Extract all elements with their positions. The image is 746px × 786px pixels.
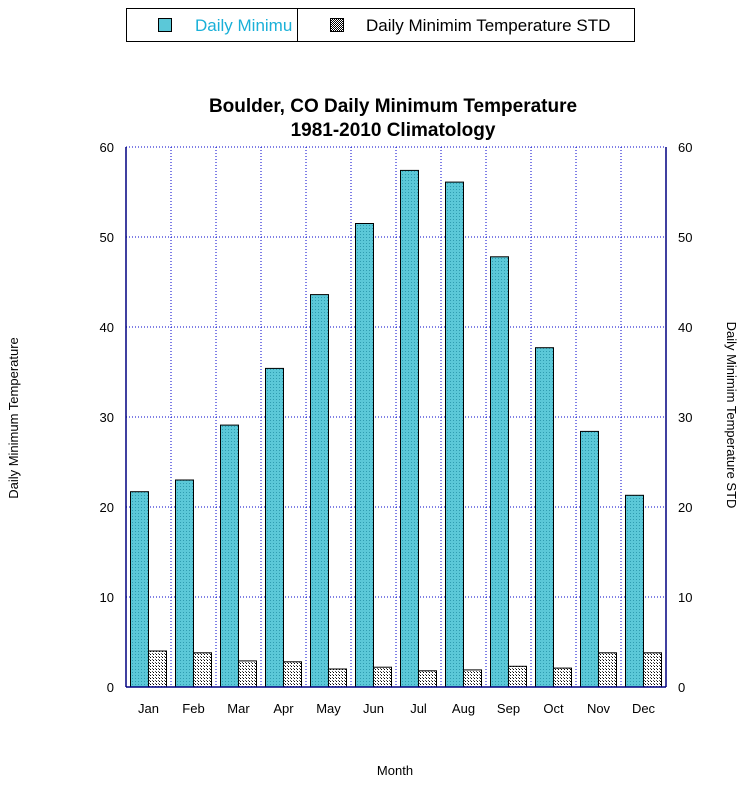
bar-min-temp (265, 367, 284, 688)
x-tick-label: Sep (497, 701, 520, 716)
y-tick-label: 0 (107, 680, 114, 695)
bar-min-temp (220, 424, 239, 688)
y2-tick-label: 30 (678, 410, 692, 425)
legend-swatch-2 (330, 18, 344, 32)
x-tick-label: Apr (273, 701, 294, 716)
x-tick-label: Feb (182, 701, 204, 716)
x-tick-label: Jun (363, 701, 384, 716)
x-tick-label: May (316, 701, 341, 716)
bar-min-temp-std (328, 668, 347, 688)
x-tick-label: Aug (452, 701, 475, 716)
y2-tick-label: 0 (678, 680, 685, 695)
y-tick-label: 50 (100, 230, 114, 245)
y-axis-label: Daily Minimum Temperature (6, 337, 21, 499)
bar-min-temp-std (553, 667, 572, 688)
bar-min-temp (535, 347, 554, 688)
bar-min-temp-std (238, 660, 257, 688)
chart-title: Boulder, CO Daily Minimum Temperature (209, 96, 577, 117)
y2-tick-label: 50 (678, 230, 692, 245)
bar-min-temp (355, 223, 374, 688)
x-axis-label: Month (377, 763, 413, 778)
y2-axis-label: Daily Minimim Temperature STD (724, 322, 739, 509)
bar-min-temp (175, 479, 194, 688)
y-tick-label: 20 (100, 500, 114, 515)
bar-min-temp-std (463, 669, 482, 688)
bar-min-temp (310, 294, 329, 688)
bar-min-temp-std (148, 650, 167, 688)
y-tick-label: 60 (100, 140, 114, 155)
y-tick-label: 30 (100, 410, 114, 425)
y2-tick-label: 40 (678, 320, 692, 335)
bar-min-temp-std (283, 661, 302, 688)
bar-min-temp-std (643, 652, 662, 688)
legend-item-1: Daily Minimu (126, 8, 298, 42)
bar-min-temp (400, 169, 419, 688)
bar-min-temp (130, 491, 149, 688)
chart-subtitle: 1981-2010 Climatology (291, 120, 496, 141)
x-tick-label: Dec (632, 701, 656, 716)
y2-tick-label: 10 (678, 590, 692, 605)
y2-tick-label: 60 (678, 140, 692, 155)
bar-min-temp-std (508, 665, 527, 688)
legend-item-2: Daily Minimim Temperature STD (297, 8, 635, 42)
x-tick-label: Nov (587, 701, 611, 716)
y2-tick-label: 20 (678, 500, 692, 515)
tick-labels: 0 0 10 10 20 20 30 30 40 40 50 50 60 60 Jan Feb Mar Apr Ma… (100, 140, 693, 716)
bar-min-temp (490, 256, 509, 688)
x-tick-label: Oct (543, 701, 564, 716)
bar-min-temp-std (193, 652, 212, 688)
gridlines (126, 147, 666, 687)
bar-min-temp-std (418, 670, 437, 688)
bar-min-temp (445, 181, 464, 688)
x-tick-label: Mar (227, 701, 250, 716)
bars (130, 169, 662, 688)
bar-min-temp-std (598, 652, 617, 688)
legend-label-2: Daily Minimim Temperature STD (366, 16, 611, 35)
y-tick-label: 10 (100, 590, 114, 605)
x-tick-label: Jul (410, 701, 427, 716)
bar-min-temp-std (373, 666, 392, 688)
bar-min-temp (580, 430, 599, 688)
axes (125, 146, 667, 688)
bar-min-temp (625, 494, 644, 688)
legend-swatch-1 (158, 18, 172, 32)
x-tick-label: Jan (138, 701, 159, 716)
y-tick-label: 40 (100, 320, 114, 335)
legend-label-1: Daily Minimu (195, 16, 293, 35)
